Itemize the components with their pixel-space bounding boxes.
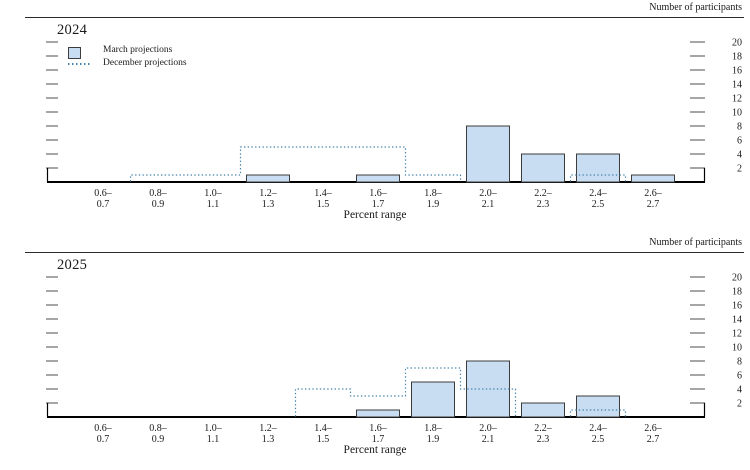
march-bar-5: [356, 174, 400, 183]
x-tick-label-top: 2.2–: [534, 188, 553, 199]
march-bar-9: [576, 153, 620, 183]
december-projections-line: [294, 367, 627, 417]
y-tick-label: 10: [732, 108, 742, 119]
x-tick-label-top: 1.8–: [424, 188, 443, 199]
y-tick-label: 12: [732, 94, 742, 105]
x-tick-label-top: 0.6–: [94, 423, 113, 434]
x-tick-label-bottom: 1.9: [427, 434, 440, 445]
x-tick-label-top: 1.8–: [424, 423, 443, 434]
x-tick-label-bottom: 1.7: [372, 199, 385, 210]
x-tick-label-bottom: 1.3: [262, 199, 275, 210]
right-axis-title: Number of participants: [649, 237, 742, 248]
y-tick-label: 20: [732, 38, 742, 49]
legend-december-label: December projections: [103, 58, 187, 68]
x-tick-label-bottom: 2.5: [592, 199, 605, 210]
x-tick-label-top: 2.6–: [644, 188, 663, 199]
x-tick-label-bottom: 0.7: [97, 199, 110, 210]
x-tick-label-top: 2.4–: [589, 188, 608, 199]
y-tick-label: 18: [732, 52, 742, 63]
x-tick-label-top: 1.6–: [369, 423, 388, 434]
panel-2024: Number of participants 2024 March projec…: [25, 2, 744, 221]
x-tick-label-top: 1.0–: [204, 188, 223, 199]
x-tick-label-bottom: 2.1: [482, 434, 495, 445]
panel-top-rule: [25, 17, 744, 18]
x-tick-label-top: 2.4–: [589, 423, 608, 434]
y-tick-label: 6: [737, 136, 742, 147]
panel-2025: Number of participants 2025 2 4 6 8 10 12 14 16…: [0, 235, 750, 470]
y-tick-label: 2: [737, 164, 742, 175]
x-tick-label-bottom: 2.1: [482, 199, 495, 210]
x-tick-label-bottom: 1.9: [427, 199, 440, 210]
legend-march-label: March projections: [103, 45, 173, 55]
x-tick-label-bottom: 2.3: [537, 199, 550, 210]
x-tick-label-top: 1.2–: [259, 423, 278, 434]
march-projections-swatch: [68, 47, 81, 59]
x-tick-label-bottom: 1.5: [317, 199, 330, 210]
x-axis-title: Percent range: [343, 209, 407, 221]
y-tick-label: 14: [732, 315, 742, 326]
y-tick-label: 16: [732, 66, 742, 77]
panel-top-rule: [25, 252, 744, 253]
march-bar-7: [466, 360, 510, 418]
march-bar-8: [521, 402, 565, 418]
x-tick-label-top: 0.8–: [149, 188, 168, 199]
x-tick-label-top: 1.2–: [259, 188, 278, 199]
march-bar-9: [576, 395, 620, 418]
x-tick-label-top: 1.4–: [314, 188, 333, 199]
x-tick-label-top: 1.0–: [204, 423, 223, 434]
y-tick-label: 18: [732, 287, 742, 298]
march-bar-10: [631, 174, 675, 183]
march-bar-3: [246, 174, 290, 183]
x-tick-label-bottom: 1.7: [372, 434, 385, 445]
x-tick-label-bottom: 1.3: [262, 434, 275, 445]
panel-year-label: 2024: [57, 22, 88, 38]
y-tick-label: 2: [737, 399, 742, 410]
x-axis-title: Percent range: [343, 444, 407, 456]
march-bar-6: [411, 381, 455, 418]
y-tick-label: 14: [732, 80, 742, 91]
december-projections-line: [129, 146, 627, 182]
x-tick-label-top: 0.8–: [149, 423, 168, 434]
y-tick-label: 6: [737, 371, 742, 382]
x-tick-label-bottom: 2.5: [592, 434, 605, 445]
y-tick-label: 10: [732, 343, 742, 354]
x-tick-label-bottom: 0.9: [152, 199, 165, 210]
panel-year-label: 2025: [57, 257, 88, 273]
x-tick-label-bottom: 1.1: [207, 434, 220, 445]
x-tick-label-top: 2.0–: [479, 423, 498, 434]
december-projections-dotted-swatch: [68, 63, 91, 65]
y-tick-label: 4: [737, 150, 742, 161]
x-tick-label-bottom: 2.7: [647, 434, 660, 445]
march-bar-7: [466, 125, 510, 183]
x-tick-label-bottom: 2.3: [537, 434, 550, 445]
x-tick-label-bottom: 1.1: [207, 199, 220, 210]
x-tick-label-bottom: 0.9: [152, 434, 165, 445]
x-tick-label-bottom: 2.7: [647, 199, 660, 210]
histogram-2025-chart: 2 4 6 8 10 12 14 16 18 20 0.6–0.7 0.8–0.9 1.0–1.1 1.2…: [46, 273, 742, 445]
x-tick-label-top: 1.4–: [314, 423, 333, 434]
march-bar-5: [356, 409, 400, 418]
march-bar-8: [521, 153, 565, 183]
y-tick-label: 4: [737, 385, 742, 396]
y-tick-label: 16: [732, 301, 742, 312]
y-tick-label: 20: [732, 273, 742, 284]
x-tick-label-top: 2.2–: [534, 423, 553, 434]
x-tick-label-bottom: 1.5: [317, 434, 330, 445]
x-tick-label-bottom: 0.7: [97, 434, 110, 445]
histogram-2024-chart: 2 4 6 8 10 12 14 16 18 20 0.6–0.7 0.8–0.9 1.0–1.1 1.2…: [46, 38, 742, 210]
x-tick-label-top: 1.6–: [369, 188, 388, 199]
y-tick-label: 8: [737, 357, 742, 368]
x-tick-label-top: 0.6–: [94, 188, 113, 199]
x-tick-label-top: 2.6–: [644, 423, 663, 434]
y-tick-label: 12: [732, 329, 742, 340]
x-tick-label-top: 2.0–: [479, 188, 498, 199]
y-tick-label: 8: [737, 122, 742, 133]
right-axis-title: Number of participants: [649, 2, 742, 13]
